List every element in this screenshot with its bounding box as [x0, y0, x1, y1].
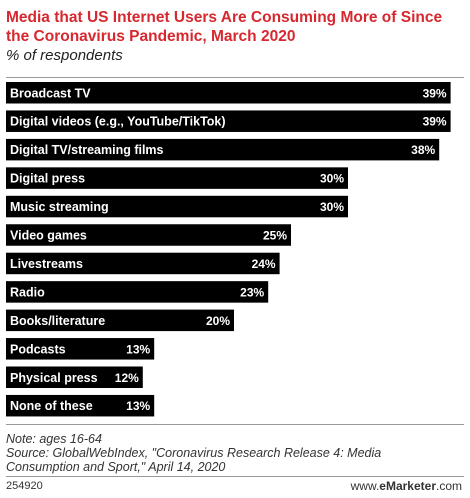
bar [6, 309, 234, 332]
category-label: Livestreams [10, 257, 83, 271]
bar-row: Physical press 12% [6, 366, 143, 388]
bar-row: Digital TV/streaming films 38% [6, 138, 440, 161]
category-label: Books/literature [10, 314, 105, 328]
category-label: Podcasts [10, 342, 66, 356]
chart-id: 254920 [6, 480, 43, 492]
chart-subtitle: % of respondents [6, 47, 123, 64]
brand-name: eMarketer [379, 479, 436, 493]
brand-suffix: .com [435, 479, 462, 493]
category-label: Video games [10, 229, 87, 243]
bar-chart: Broadcast TV 39%Digital videos (e.g., You… [6, 82, 451, 417]
bar-row: Radio 23% [6, 281, 269, 303]
value-label: 13% [126, 342, 150, 356]
source-line: Source: GlobalWebIndex, "Coronavirus Res… [6, 446, 382, 460]
bar-row: Video games 25% [6, 224, 291, 246]
bar-row: Livestreams 24% [6, 252, 280, 275]
value-label: 30% [320, 200, 344, 214]
bar [6, 394, 155, 417]
bar-row: Digital videos (e.g., YouTube/TikTok) 39% [6, 110, 451, 132]
bar [6, 82, 451, 104]
note-line: Note: ages 16-64 [6, 432, 102, 446]
brand-logo: www.eMarketer.com [351, 479, 462, 493]
bar-row: None of these 13% [6, 394, 155, 417]
category-label: Digital TV/streaming films [10, 143, 164, 157]
value-label: 30% [320, 172, 344, 186]
category-label: Radio [10, 285, 45, 299]
category-label: None of these [10, 399, 93, 413]
bottom-divider [6, 424, 464, 425]
value-label: 12% [115, 371, 139, 385]
bar [6, 167, 348, 189]
bar [6, 195, 348, 218]
bar [6, 224, 291, 246]
bar [6, 338, 155, 360]
category-label: Digital videos (e.g., YouTube/TikTok) [10, 115, 226, 129]
value-label: 24% [252, 257, 276, 271]
category-label: Physical press [10, 371, 98, 385]
category-label: Digital press [10, 172, 85, 186]
chart-title: Media that US Internet Users Are Consumi… [6, 9, 443, 45]
footer-divider [6, 476, 464, 477]
value-label: 38% [411, 143, 435, 157]
value-label: 23% [240, 285, 264, 299]
source-note: Note: ages 16-64 Source: GlobalWebIndex,… [6, 432, 466, 474]
value-label: 39% [423, 86, 447, 100]
bar-row: Digital press 30% [6, 167, 348, 189]
brand-prefix: www. [350, 479, 380, 493]
category-label: Broadcast TV [10, 86, 91, 100]
bar [6, 138, 440, 161]
bar [6, 252, 280, 275]
bar [6, 366, 143, 388]
bar-row: Music streaming 30% [6, 195, 348, 218]
value-label: 25% [263, 229, 287, 243]
bar [6, 281, 269, 303]
bar-row: Broadcast TV 39% [6, 82, 451, 104]
category-label: Music streaming [10, 200, 109, 214]
top-divider [6, 77, 464, 78]
bar [6, 110, 451, 132]
value-label: 20% [206, 314, 230, 328]
bar-row: Podcasts 13% [6, 338, 155, 360]
value-label: 13% [126, 399, 150, 413]
source-line: Consumption and Sport," April 14, 2020 [6, 460, 226, 474]
bar-row: Books/literature 20% [6, 309, 234, 332]
value-label: 39% [423, 115, 447, 129]
